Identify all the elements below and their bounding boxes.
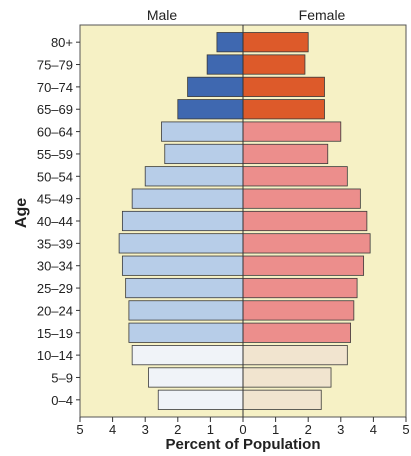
bar-male-10–14 bbox=[131, 345, 244, 366]
x-tick-label: 5 bbox=[76, 422, 83, 437]
bars-group bbox=[118, 32, 371, 410]
bar-male-20–24 bbox=[128, 300, 244, 321]
bar-female-60–64 bbox=[242, 121, 342, 142]
y-tick-label: 15–19 bbox=[37, 326, 73, 341]
legend-male-label: Male bbox=[147, 7, 178, 23]
y-tick-label: 35–39 bbox=[37, 236, 73, 251]
bar-female-70–74 bbox=[242, 76, 325, 97]
y-tick-label: 55–59 bbox=[37, 147, 73, 162]
bar-female-40–44 bbox=[242, 210, 368, 232]
x-tick-label: 3 bbox=[337, 422, 344, 437]
bar-male-75–79 bbox=[206, 54, 244, 75]
y-ticks-group: 80+ 75–79 70–74 65–69 60–64 55–59 50–54 45–49 40… bbox=[37, 35, 80, 408]
bar-female-65–69 bbox=[242, 99, 325, 120]
bar-male-80+ bbox=[216, 32, 244, 53]
bar-female-55–59 bbox=[242, 143, 329, 165]
bar-female-45–49 bbox=[242, 188, 361, 209]
y-tick-label: 20–24 bbox=[37, 303, 73, 318]
bar-male-40–44 bbox=[121, 210, 244, 232]
y-tick-label: 40–44 bbox=[37, 214, 73, 229]
y-tick-label: 80+ bbox=[51, 35, 73, 50]
bar-male-70–74 bbox=[187, 76, 244, 97]
bar-female-5–9 bbox=[242, 367, 332, 388]
bar-female-80+ bbox=[242, 32, 309, 53]
x-ticks-group: 5 4 3 2 1 0 1 2 3 4 5 bbox=[76, 417, 410, 437]
bar-male-5–9 bbox=[148, 367, 244, 388]
bar-male-55–59 bbox=[164, 143, 244, 165]
bar-female-10–14 bbox=[242, 345, 348, 366]
bar-female-15–19 bbox=[242, 322, 351, 343]
x-tick-label: 4 bbox=[370, 422, 377, 437]
bar-female-50–54 bbox=[242, 166, 348, 187]
bar-female-30–34 bbox=[242, 255, 365, 276]
bar-male-0–4 bbox=[157, 389, 244, 410]
y-tick-label: 0–4 bbox=[51, 393, 73, 408]
bar-male-50–54 bbox=[144, 166, 244, 187]
x-tick-label: 5 bbox=[402, 422, 409, 437]
x-tick-label: 1 bbox=[272, 422, 279, 437]
bar-male-30–34 bbox=[121, 255, 244, 276]
x-tick-label: 3 bbox=[142, 422, 149, 437]
bar-male-45–49 bbox=[131, 188, 244, 209]
bar-male-25–29 bbox=[125, 277, 244, 299]
bar-female-20–24 bbox=[242, 300, 355, 321]
x-tick-label: 1 bbox=[207, 422, 214, 437]
x-tick-label: 2 bbox=[305, 422, 312, 437]
bar-male-35–39 bbox=[118, 233, 244, 254]
x-tick-label: 4 bbox=[109, 422, 116, 437]
x-tick-label: 2 bbox=[174, 422, 181, 437]
bar-male-65–69 bbox=[177, 99, 244, 120]
x-tick-label: 0 bbox=[239, 422, 246, 437]
x-axis-label: Percent of Population bbox=[165, 436, 320, 453]
bar-male-60–64 bbox=[161, 121, 244, 142]
bar-male-15–19 bbox=[128, 322, 244, 343]
y-tick-label: 25–29 bbox=[37, 281, 73, 296]
bar-female-35–39 bbox=[242, 233, 371, 254]
legend-female-label: Female bbox=[299, 7, 346, 23]
y-tick-label: 65–69 bbox=[37, 102, 73, 117]
y-tick-label: 60–64 bbox=[37, 125, 73, 140]
y-tick-label: 50–54 bbox=[37, 169, 73, 184]
y-tick-label: 45–49 bbox=[37, 192, 73, 207]
y-tick-label: 5–9 bbox=[51, 370, 73, 385]
y-tick-label: 75–79 bbox=[37, 58, 73, 73]
bar-female-25–29 bbox=[242, 277, 358, 299]
y-axis-label: Age bbox=[13, 198, 30, 228]
y-tick-label: 10–14 bbox=[37, 348, 73, 363]
y-tick-label: 30–34 bbox=[37, 259, 73, 274]
y-tick-label: 70–74 bbox=[37, 80, 73, 95]
bar-female-75–79 bbox=[242, 54, 306, 75]
bar-female-0–4 bbox=[242, 389, 322, 410]
